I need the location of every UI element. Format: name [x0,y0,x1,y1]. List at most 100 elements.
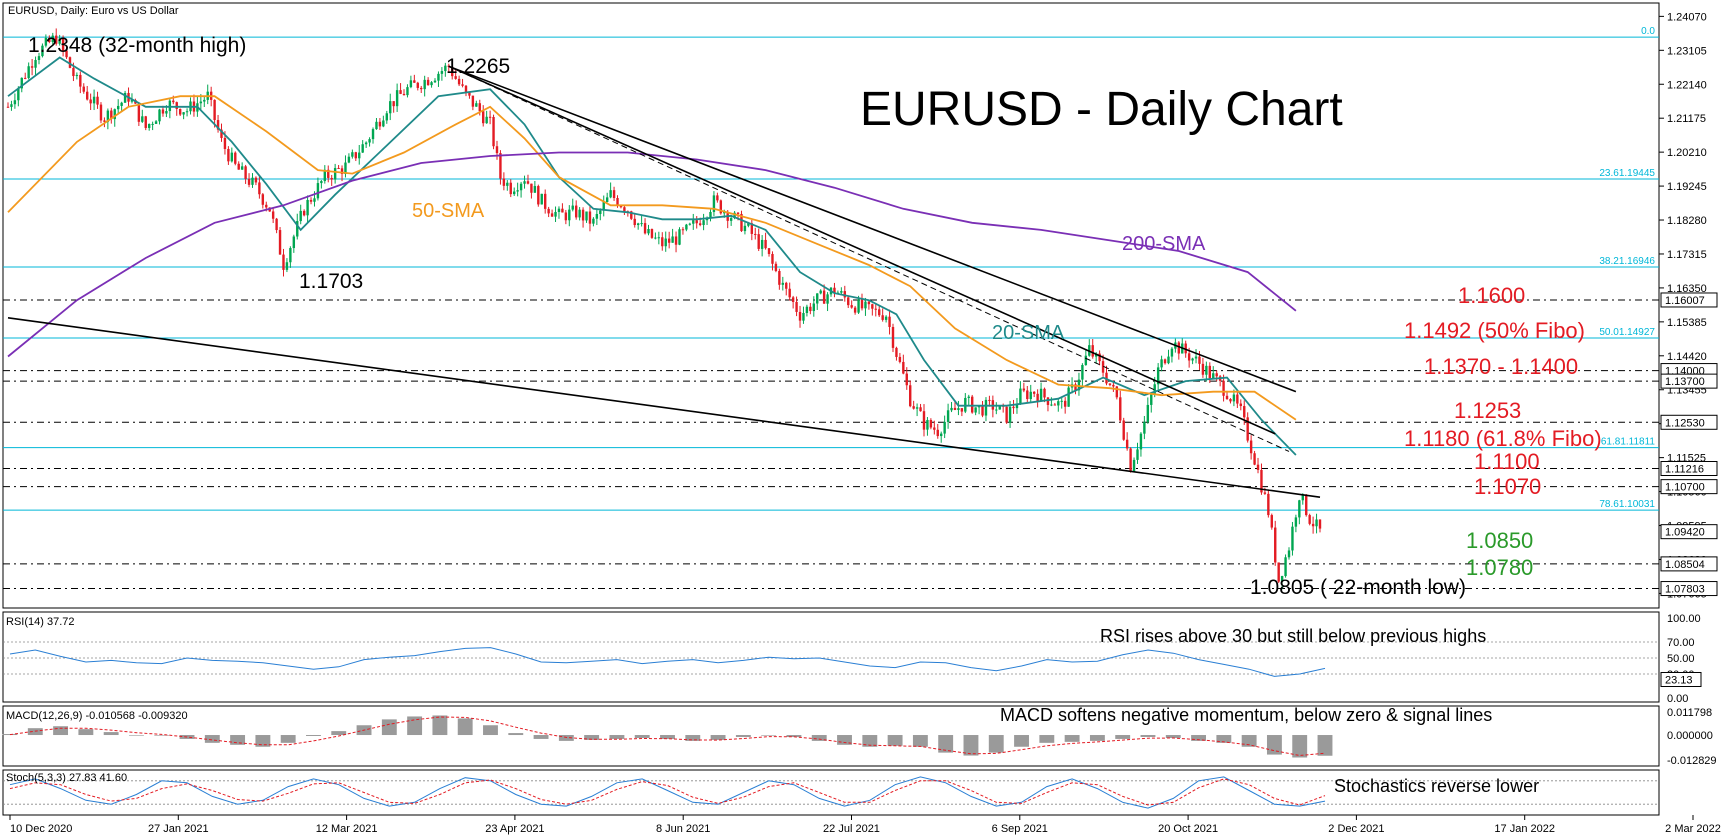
candle-body-253 [878,309,881,316]
macd-bar-52 [1317,735,1333,756]
candle-body-298 [1032,391,1036,394]
candle-body-213 [740,213,743,232]
candle-body-124 [433,80,437,83]
candle-body-66 [234,152,237,164]
candle-body-379 [1311,523,1315,527]
candle-body-204 [709,211,712,219]
candle-body-158 [550,213,554,217]
candle-body-139 [485,116,488,124]
candle-body-43 [154,121,158,124]
candle-body-162 [564,212,568,221]
fibo-label-5: 78.61.10031 [1599,499,1655,510]
candle-body-215 [747,223,750,226]
date-tick-label-2: 12 Mar 2021 [316,823,378,835]
candle-body-83 [292,236,296,249]
date-tick-label-0: 10 Dec 2020 [10,823,72,835]
chart-title: EURUSD - Daily Chart [860,83,1343,136]
macd-bar-38 [963,735,979,756]
candle-body-15 [58,38,61,44]
price-tag-box-3 [1660,414,1718,430]
candle-body-325 [1125,439,1129,449]
fibo-label-1: 23.61.19445 [1599,168,1655,179]
candle-body-17 [65,50,68,58]
macd-bar-48 [1216,735,1232,743]
candle-body-356 [1232,394,1236,402]
candle-body-47 [168,100,172,112]
candle-body-77 [271,211,275,219]
macd-bar-3 [78,729,94,736]
macd-bar-43 [1089,735,1105,741]
candle-body-236 [819,290,822,294]
candle-body-287 [995,409,998,411]
candle-body-149 [519,183,523,191]
candle-body-152 [530,183,533,193]
candle-body-188 [654,237,657,239]
candle-body-223 [774,263,778,271]
macd-bar-22 [558,735,574,741]
candle-body-69 [244,166,247,179]
candle-body-303 [1050,404,1053,406]
price-tick-label-5: 1.19245 [1667,181,1707,193]
candle-body-88 [309,199,313,202]
candle-body-284 [984,399,988,416]
candle-body-64 [227,148,230,162]
candle-body-133 [464,85,468,93]
candle-body-351 [1215,373,1218,377]
macd-tick-label-2: -0.012829 [1667,755,1717,767]
candle-body-118 [413,80,416,83]
rsi-tick-label-0: 100.00 [1667,613,1701,625]
candle-body-110 [385,113,388,121]
candle-body-129 [451,66,454,77]
macd-annotation: MACD softens negative momentum, below ze… [1000,705,1492,725]
macd-bar-21 [533,735,549,739]
candle-body-261 [905,373,908,386]
price-tag-box-5 [1660,479,1718,495]
stoch-title: Stoch(5,3,3) 27.83 41.60 [6,772,127,784]
candle-body-211 [733,212,736,219]
candle-body-232 [805,306,809,314]
candle-body-46 [165,111,168,114]
candle-body-159 [554,211,557,217]
candle-body-138 [482,111,485,124]
candle-body-25 [92,96,96,104]
candle-body-21 [79,74,82,87]
candle-body-328 [1136,449,1139,460]
candle-body-131 [457,78,461,85]
candle-body-126 [440,71,444,74]
macd-bar-51 [1292,735,1308,758]
candle-body-119 [416,82,419,88]
candle-body-67 [237,163,240,170]
candle-body-135 [471,95,475,107]
candle-body-257 [891,326,895,348]
sma-line-0 [7,56,1297,456]
candle-body-306 [1060,400,1063,402]
candle-body-282 [977,406,981,408]
macd-bar-34 [862,735,878,747]
macd-bar-49 [1241,735,1257,747]
stoch-panel-frame [2,769,1660,816]
candle-body-296 [1026,390,1029,400]
candle-body-247 [857,299,860,313]
macd-bar-31 [786,735,802,737]
candle-body-106 [371,129,375,140]
candle-body-263 [912,406,915,409]
candle-body-115 [402,93,406,96]
candle-body-214 [743,225,747,232]
macd-bar-20 [508,733,524,736]
candle-body-105 [368,139,371,143]
candle-body-107 [375,121,378,130]
candle-body-254 [881,315,884,320]
rsi-tag: 23.13 [1665,674,1693,686]
price-tag-2: 1.13700 [1665,376,1705,388]
candle-body-182 [633,218,636,226]
macd-tick-label-0: 0.011798 [1667,707,1712,719]
candle-body-324 [1122,420,1125,440]
candle-body-168 [585,211,588,221]
candle-body-371 [1284,557,1287,577]
candle-body-85 [299,210,302,222]
rsi-annotation: RSI rises above 30 but still below previ… [1100,626,1486,646]
date-tick-label-3: 23 Apr 2021 [485,823,544,835]
candle-body-336 [1163,359,1167,364]
candle-body-90 [316,183,320,199]
candle-body-332 [1150,394,1153,405]
